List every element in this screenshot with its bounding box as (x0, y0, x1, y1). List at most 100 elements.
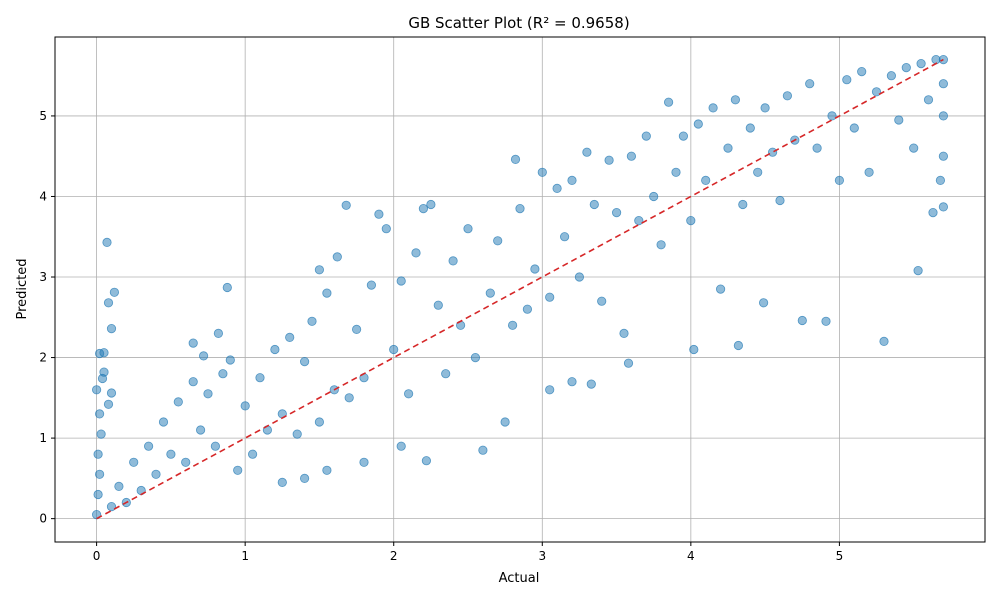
scatter-point (626, 151, 637, 161)
scatter-point (935, 175, 946, 185)
scatter-point (775, 195, 785, 206)
scatter-point (359, 457, 369, 467)
scatter-point (106, 388, 117, 398)
scatter-point (604, 155, 614, 165)
scatter-point (96, 429, 106, 439)
scatter-point (255, 373, 265, 383)
scatter-point (188, 338, 198, 348)
scatter-point (827, 111, 837, 121)
scatter-point (344, 393, 354, 403)
scatter-point (715, 284, 726, 294)
scatter-point (708, 103, 718, 113)
y-tick-label: 1 (39, 431, 47, 445)
scatter-point (92, 385, 102, 395)
scatter-point (103, 298, 114, 308)
scatter-point (102, 237, 112, 247)
y-tick-label: 0 (39, 512, 47, 526)
scatter-point (678, 131, 689, 141)
scatter-point (567, 175, 577, 185)
scatter-point (597, 296, 607, 306)
x-tick-label: 3 (538, 549, 546, 563)
scatter-point (213, 328, 223, 338)
scatter-point (545, 385, 555, 395)
scatter-point (834, 175, 845, 185)
scatter-point (151, 469, 161, 479)
scatter-point (849, 123, 859, 133)
data-points (92, 54, 949, 520)
scatter-point (173, 397, 183, 407)
scatter-point (589, 199, 599, 210)
y-tick-label: 2 (39, 351, 47, 365)
scatter-point (530, 264, 540, 274)
x-tick-label: 1 (241, 549, 249, 563)
scatter-point (733, 340, 744, 351)
y-tick-label: 3 (39, 270, 47, 284)
scatter-point (114, 481, 124, 491)
scatter-point (928, 208, 938, 218)
scatter-point (938, 202, 949, 212)
scatter-point (686, 216, 696, 226)
scatter-point (381, 224, 391, 234)
scatter-point (421, 456, 431, 466)
scatter-point (403, 389, 414, 399)
scatter-point (218, 369, 228, 379)
scatter-point (97, 373, 108, 384)
scatter-point (307, 316, 317, 326)
scatter-point (500, 417, 510, 427)
scatter-point (537, 167, 547, 177)
scatter-point (663, 97, 674, 107)
scatter-point (144, 441, 154, 451)
scatter-point (586, 379, 596, 389)
scatter-point (158, 417, 169, 427)
scatter-point (351, 324, 362, 334)
scatter-point (103, 399, 114, 409)
scatter-point (864, 167, 874, 177)
scatter-point (225, 355, 235, 365)
scatter-point (341, 200, 351, 210)
scatter-point (689, 344, 699, 355)
scatter-point (730, 95, 741, 105)
scatter-point (285, 332, 295, 342)
scatter-point (493, 236, 503, 246)
scatter-point (396, 276, 406, 286)
grid-lines (55, 37, 985, 542)
scatter-point (314, 265, 324, 275)
scatter-point (574, 272, 585, 282)
y-axis-label: Predicted (15, 258, 30, 319)
scatter-point (805, 79, 815, 89)
scatter-point (233, 465, 243, 475)
scatter-point (923, 95, 934, 105)
scatter-point (222, 282, 232, 293)
scatter-point (641, 131, 651, 141)
scatter-point (567, 377, 577, 387)
scatter-point (95, 409, 105, 419)
scatter-point (753, 167, 763, 177)
scatter-point (693, 119, 703, 129)
plot-area-frame (54, 36, 986, 543)
scatter-point (106, 323, 117, 334)
scatter-point (332, 252, 342, 262)
scatter-point (671, 167, 681, 177)
scatter-point (374, 209, 384, 219)
scatter-point (210, 441, 220, 451)
scatter-point (894, 115, 904, 125)
scatter-point (448, 256, 458, 266)
scatter-point (314, 417, 324, 427)
scatter-point (299, 356, 310, 367)
scatter-point (782, 91, 793, 101)
y-tick-label: 4 (39, 189, 47, 203)
scatter-point (857, 67, 867, 77)
scatter-point (879, 336, 889, 346)
scatter-point (93, 449, 103, 459)
scatter-point (938, 111, 949, 121)
scatter-point (196, 425, 206, 435)
scatter-point (418, 204, 428, 214)
reference-line (96, 58, 944, 520)
scatter-point (181, 457, 191, 467)
scatter-point (433, 300, 443, 310)
scatter-point (396, 441, 406, 451)
scatter-point (240, 401, 250, 411)
scatter-point (812, 143, 822, 153)
scatter-point (366, 280, 376, 290)
reference-line-layer (96, 58, 944, 520)
